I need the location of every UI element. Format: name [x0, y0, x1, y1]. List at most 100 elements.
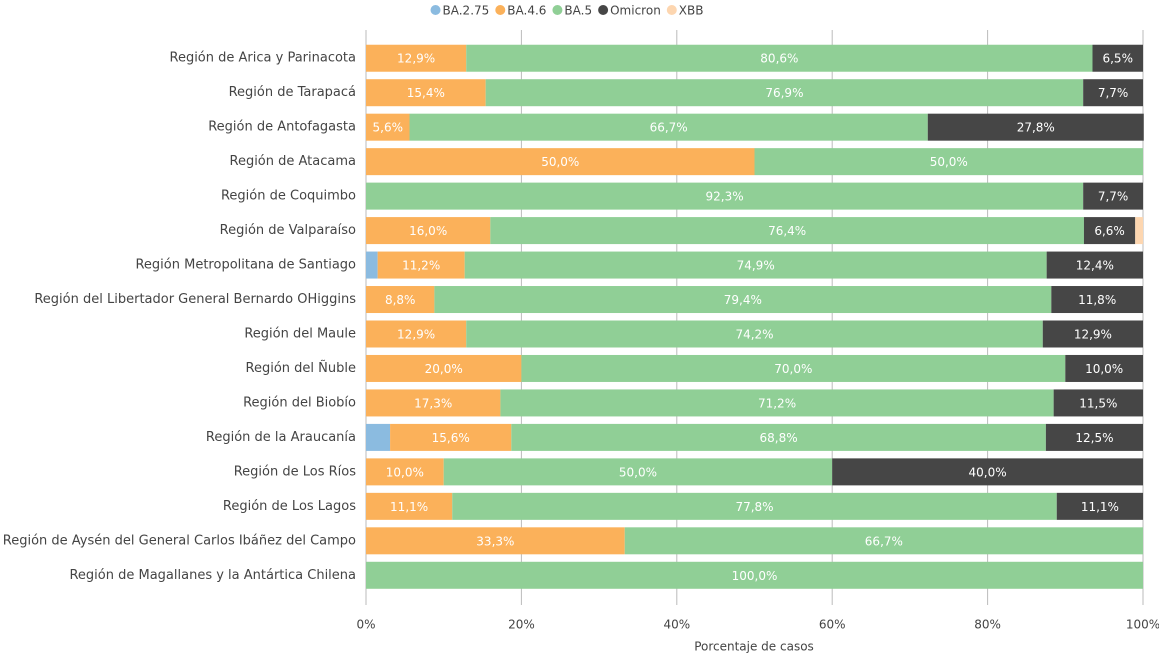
bar-segment — [754, 148, 1143, 176]
legend-label: BA.2.75 — [443, 4, 490, 18]
x-tick-label: 20% — [508, 618, 535, 632]
bar-segment — [927, 113, 1144, 141]
data-label: 66,7% — [865, 534, 903, 548]
x-tick-label: 0% — [356, 618, 375, 632]
data-label: 70,0% — [774, 362, 812, 376]
bar-segment — [1083, 79, 1143, 107]
y-tick-label: Región del Biobío — [243, 395, 356, 410]
legend-marker — [430, 5, 441, 15]
y-tick-label: Región del Ñuble — [246, 360, 356, 376]
bar-segment — [409, 113, 928, 141]
data-label: 16,0% — [409, 224, 447, 238]
data-label: 100,0% — [732, 569, 778, 583]
y-tick-label: Región de Aysén del General Carlos Ibáñe… — [3, 533, 356, 548]
legend-label: XBB — [679, 4, 704, 18]
bar-segment — [624, 527, 1143, 555]
data-label: 12,9% — [397, 327, 435, 341]
data-label: 10,0% — [1085, 362, 1123, 376]
data-label: 7,7% — [1098, 190, 1129, 204]
data-label: 76,9% — [765, 86, 803, 100]
data-label: 12,9% — [1074, 327, 1112, 341]
y-tick-label: Región de Los Ríos — [234, 464, 356, 479]
y-tick-label: Región de la Araucanía — [206, 430, 356, 445]
y-tick-label: Región de Antofagasta — [208, 120, 356, 135]
bar-segment — [1045, 423, 1143, 451]
data-label: 11,8% — [1078, 293, 1116, 307]
y-tick-label: Región del Maule — [244, 326, 356, 341]
data-label: 15,4% — [407, 86, 445, 100]
bar-segment — [511, 423, 1046, 451]
data-label: 12,5% — [1075, 431, 1113, 445]
y-tick-label: Región de Atacama — [230, 154, 357, 169]
data-label: 10,0% — [386, 465, 424, 479]
y-tick-label: Región de Coquimbo — [221, 189, 356, 204]
data-label: 50,0% — [930, 155, 968, 169]
data-label: 12,4% — [1076, 259, 1114, 273]
y-tick-label: Región del Libertador General Bernardo O… — [34, 292, 356, 307]
bar-segment — [366, 113, 410, 141]
data-label: 40,0% — [969, 465, 1007, 479]
bar-segment — [1042, 320, 1143, 348]
data-label: 50,0% — [541, 155, 579, 169]
bar-segment — [366, 561, 1143, 589]
bar-segment — [500, 389, 1054, 417]
bar-segment — [366, 148, 755, 176]
bar-segment — [490, 217, 1084, 245]
bar-segment — [366, 389, 501, 417]
legend-marker — [666, 5, 677, 15]
bar-segment — [1083, 182, 1143, 210]
bar-segment — [464, 251, 1047, 279]
data-label: 74,2% — [735, 327, 773, 341]
x-tick-label: 60% — [819, 618, 846, 632]
bar-segment — [366, 527, 625, 555]
data-label: 6,5% — [1102, 52, 1133, 66]
data-label: 77,8% — [735, 500, 773, 514]
bar-segment — [366, 492, 453, 520]
bar-segment — [366, 286, 435, 314]
bar-segment — [366, 251, 378, 279]
bar-segment — [485, 79, 1084, 107]
legend-marker — [495, 5, 506, 15]
x-tick-label: 100% — [1126, 618, 1159, 632]
y-tick-label: Región Metropolitana de Santiago — [135, 258, 356, 273]
data-label: 33,3% — [476, 534, 514, 548]
bar-segment — [832, 458, 1143, 486]
bar-segment — [366, 182, 1084, 210]
data-label: 79,4% — [724, 293, 762, 307]
legend-marker — [552, 5, 563, 15]
bar-segment — [1051, 286, 1143, 314]
bar-segment — [1053, 389, 1143, 417]
bar-segment — [466, 44, 1093, 72]
y-tick-label: Región de Arica y Parinacota — [170, 51, 357, 66]
bar-segment — [434, 286, 1052, 314]
y-tick-label: Región de Valparaíso — [220, 223, 356, 238]
y-tick-label: Región de Tarapacá — [229, 85, 356, 100]
data-label: 11,5% — [1079, 396, 1117, 410]
x-tick-label: 80% — [974, 618, 1001, 632]
y-tick-label: Región de Los Lagos — [223, 499, 356, 514]
bar-segment — [1083, 217, 1136, 245]
legend-label: Omicron — [610, 4, 661, 18]
bar-segment — [366, 458, 444, 486]
bar-segment — [366, 354, 522, 382]
bar-segment — [366, 79, 486, 107]
data-label: 8,8% — [385, 293, 416, 307]
bar-segment — [521, 354, 1066, 382]
bar-segment — [366, 423, 391, 451]
data-label: 7,7% — [1098, 86, 1129, 100]
data-label: 76,4% — [768, 224, 806, 238]
data-label: 50,0% — [619, 465, 657, 479]
data-label: 11,1% — [390, 500, 428, 514]
data-label: 66,7% — [650, 121, 688, 135]
x-tick-label: 40% — [663, 618, 690, 632]
x-axis-title: Porcentaje de casos — [694, 640, 814, 654]
data-label: 12,9% — [397, 52, 435, 66]
data-label: 11,1% — [1081, 500, 1119, 514]
legend-marker — [598, 5, 609, 15]
data-label: 17,3% — [414, 396, 452, 410]
bar-segment — [366, 217, 491, 245]
bar-segment — [1135, 217, 1143, 245]
data-label: 27,8% — [1017, 121, 1055, 135]
bar-segment — [366, 44, 467, 72]
